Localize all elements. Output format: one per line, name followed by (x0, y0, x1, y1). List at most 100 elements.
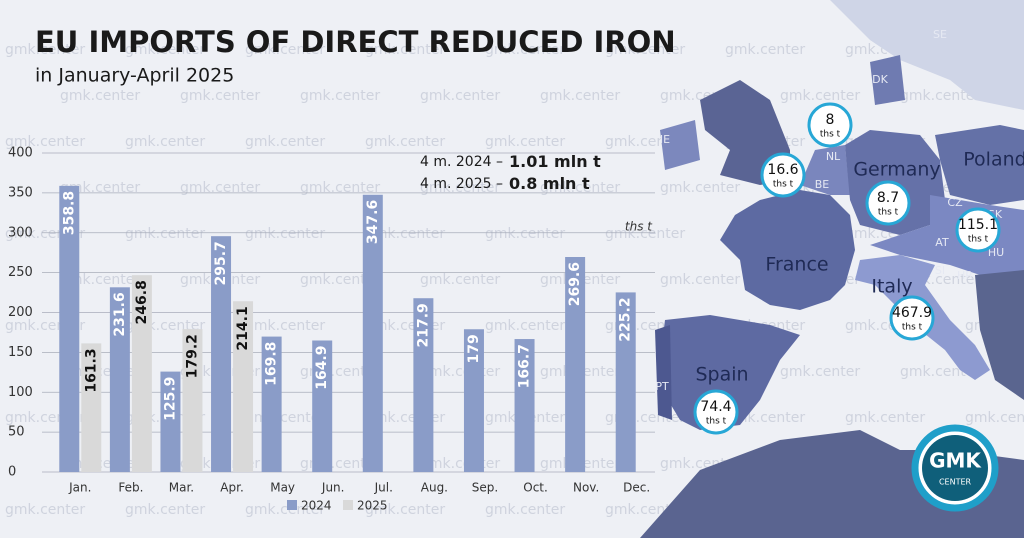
watermark: gmk.center (365, 226, 445, 242)
legend-swatch (287, 500, 297, 510)
annotation: 4 m. 2024 – 1.01 mln t (420, 152, 601, 171)
unit-label: ths t (625, 220, 653, 234)
logo: GMK CENTER (911, 424, 999, 512)
country-label: Germany (853, 159, 940, 181)
watermark: gmk.center (965, 410, 1024, 426)
value-label: 347.6 (365, 200, 381, 244)
y-tick-label: 400 (8, 146, 33, 161)
value-label: 231.6 (112, 292, 128, 336)
bubble (955, 207, 1001, 253)
bar (81, 343, 102, 472)
value-label: 358.8 (61, 191, 77, 235)
bubble (760, 152, 806, 198)
bar (131, 275, 152, 472)
country-label: DK (872, 73, 888, 86)
x-tick-label: Aug. (421, 481, 448, 495)
watermark: gmk.center (245, 226, 325, 242)
watermark: gmk.center (780, 88, 860, 104)
x-tick-label: Jun. (321, 481, 345, 495)
bubble-value: 74.4 (700, 399, 731, 415)
bubble (865, 180, 911, 226)
country-label: PT (655, 380, 669, 393)
title: EU IMPORTS OF DIRECT REDUCED IRON (35, 25, 676, 59)
watermark: gmk.center (540, 180, 620, 196)
watermark: gmk.center (485, 502, 565, 518)
bubble-unit: ths t (878, 208, 899, 218)
bubble-value: 8.7 (877, 190, 899, 206)
x-tick-label: Mar. (169, 481, 194, 495)
watermark: gmk.center (125, 42, 205, 58)
country-label: NL (826, 150, 841, 163)
annotation-text: 4 m. 2025 – (420, 176, 503, 192)
x-tick-label: Apr. (220, 481, 243, 495)
watermark: gmk.center (245, 318, 325, 334)
logo-name: GMK (929, 449, 982, 473)
watermark: gmk.center (5, 502, 85, 518)
watermark: gmk.center (420, 272, 500, 288)
bar-chart: 0 50 100 150 200 250 300 350 400 4 m. 2024 – 1.01 … (8, 146, 655, 513)
subtitle: in January-April 2025 (35, 65, 234, 87)
country-label: IE (660, 133, 670, 146)
value-label: 179 (466, 334, 482, 363)
watermark: gmk.center (60, 88, 140, 104)
bubble (807, 102, 853, 148)
bar (413, 298, 434, 472)
x-tick-label: Nov. (573, 481, 599, 495)
watermark: gmk.center (725, 42, 805, 58)
land (800, 145, 850, 195)
value-label: 225.2 (618, 297, 634, 341)
bar (211, 236, 232, 472)
watermark: gmk.center (485, 134, 565, 150)
value-label: 269.6 (567, 262, 583, 306)
watermark: gmk.center (540, 88, 620, 104)
watermark: gmk.center (5, 134, 85, 150)
watermark: gmk.center (780, 364, 860, 380)
bar (615, 292, 636, 472)
watermark: gmk.center (605, 42, 685, 58)
watermark: gmk.center (300, 88, 380, 104)
value-label: 217.9 (415, 303, 431, 347)
bar (59, 185, 80, 472)
bubble-unit: ths t (820, 130, 841, 140)
watermark: gmk.center (660, 180, 740, 196)
legend-swatch (343, 500, 353, 510)
country-label: France (765, 254, 828, 276)
bubble-unit: ths t (902, 323, 923, 333)
x-tick-label: Jan. (68, 481, 91, 495)
value-label: 214.1 (235, 306, 251, 350)
land (660, 315, 800, 430)
bar (312, 340, 333, 472)
watermark: gmk.center (845, 410, 925, 426)
logo-sub: CENTER (939, 478, 972, 487)
logo-disc (922, 435, 988, 501)
value-label: 295.7 (213, 241, 229, 285)
watermark: gmk.center (245, 42, 325, 58)
watermark: gmk.center (180, 180, 260, 196)
watermark: gmk.center (420, 180, 500, 196)
bubble-value: 115.1 (958, 217, 998, 233)
watermark: gmk.center (365, 42, 445, 58)
bubble (693, 389, 739, 435)
value-label: 161.3 (83, 348, 99, 392)
bar (362, 194, 383, 472)
country-label: HU (988, 246, 1004, 259)
land (935, 125, 1024, 205)
y-tick-label: 100 (8, 385, 33, 400)
legend-label: 2024 (301, 499, 332, 513)
annotation-text: 4 m. 2024 – (420, 154, 503, 170)
x-tick-label: May (270, 481, 295, 495)
x-tick-label: Feb. (118, 481, 143, 495)
country-label: AT (935, 236, 949, 249)
land (720, 190, 855, 310)
value-label: 169.8 (264, 342, 280, 386)
bar (261, 336, 282, 472)
value-label: 125.9 (162, 377, 178, 421)
watermark: gmk.center (5, 42, 85, 58)
annotation-value: 0.8 mln t (509, 174, 590, 193)
annotation: 4 m. 2025 – 0.8 mln t (420, 174, 590, 193)
bar (160, 371, 181, 472)
watermark: gmk.center (365, 502, 445, 518)
country-label: Spain (695, 364, 748, 386)
country-label: SE (933, 28, 947, 41)
